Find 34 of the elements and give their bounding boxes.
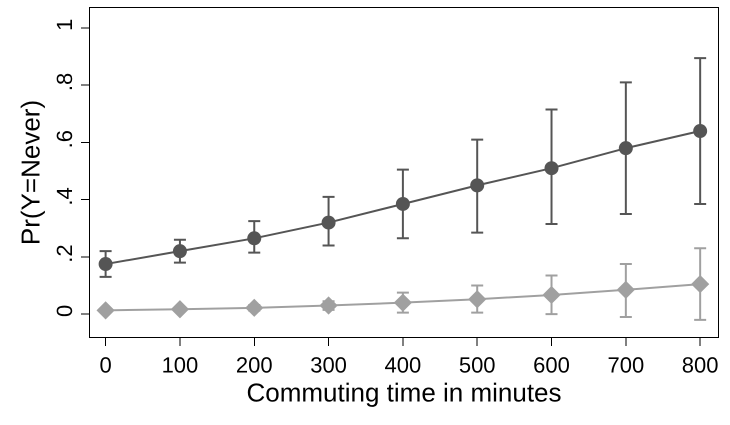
y-axis-title: Pr(Y=Never) [16, 100, 46, 246]
y-tick-label: 0 [52, 304, 78, 317]
point [322, 216, 336, 230]
point [468, 290, 486, 308]
x-tick-label: 200 [236, 352, 273, 378]
x-axis-title: Commuting time in minutes [246, 377, 562, 408]
y-tick-label: 1 [52, 18, 78, 31]
point [245, 298, 264, 317]
point [542, 286, 561, 304]
point [616, 280, 635, 299]
x-tick-label: 800 [682, 352, 719, 378]
point [98, 257, 113, 272]
point [618, 141, 633, 156]
x-tick-label: 100 [162, 352, 198, 378]
x-tick-label: 500 [458, 352, 496, 378]
x-tick-label: 400 [384, 352, 422, 378]
y-tick-label: .2 [52, 244, 78, 263]
point [170, 300, 190, 318]
point [96, 301, 115, 320]
x-tick-label: 600 [533, 352, 570, 378]
point [247, 231, 262, 246]
x-tick-label: 700 [607, 352, 644, 378]
x-tick-label: 300 [310, 352, 347, 378]
point [172, 244, 187, 258]
point [544, 161, 559, 176]
y-tick-label: .6 [52, 130, 78, 148]
point [319, 296, 338, 315]
y-tick-label: .8 [52, 72, 78, 92]
y-tick-label: .4 [52, 187, 78, 206]
point [396, 196, 410, 211]
x-tick-label: 0 [99, 352, 112, 378]
point [470, 178, 484, 192]
point [691, 274, 710, 294]
point [693, 124, 708, 138]
